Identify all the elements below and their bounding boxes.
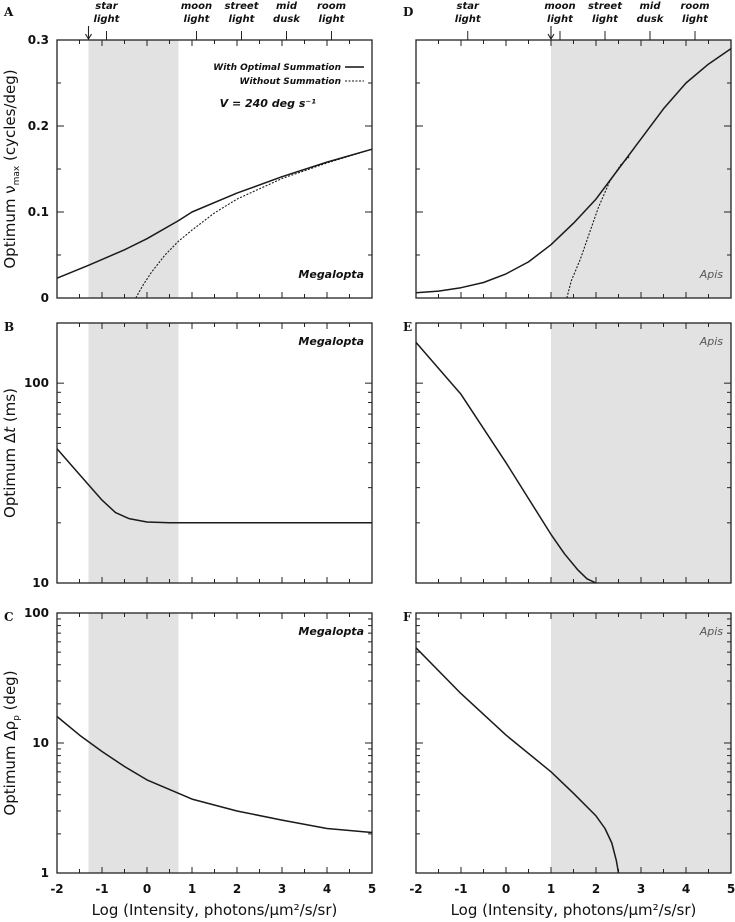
light-level-label: light [319,14,346,25]
panel-a: 0 0.1 0.2 0.3 A Megalopta star light moon light st… [1,1,373,305]
panel-c: 1 10 100 C Megalopta Optimum Δρp (deg) -2 -1 0 1 2… [1,606,376,919]
velocity-label: V = 240 deg s⁻¹ [220,97,317,110]
light-level-label: light [229,14,256,25]
panel-letter: F [403,610,412,624]
legend-solid-label: With Optimal Summation [213,63,341,73]
panel-letter: E [403,320,412,334]
plot-frame [56,322,373,584]
shaded-region [551,40,731,298]
x-tick-label: -1 [454,882,467,896]
light-level-label: street [588,1,623,12]
y-axis-label: Optimum Δρp (deg) [1,670,22,815]
x-tick-label: 4 [682,882,690,896]
shaded-region [88,40,179,298]
optimal-summation-line [56,448,372,524]
x-tick-label: 2 [233,882,241,896]
light-level-label: mid [276,1,298,12]
arrow-down-icon [547,26,555,41]
light-level-label: light [184,14,211,25]
plot-frame [415,612,732,874]
x-tick-label: 5 [368,882,376,896]
plot-frame [415,322,732,584]
x-tick-label: 0 [502,882,510,896]
species-label: Apis [699,268,724,281]
plot-frame [56,612,373,874]
light-level-label: light [592,14,619,25]
x-tick-label: 4 [323,882,331,896]
y-tick-label: 10 [32,576,49,590]
x-tick-label: 1 [188,882,196,896]
x-tick-label: 3 [278,882,286,896]
shaded-region [88,613,179,873]
y-tick-label: 100 [24,376,49,390]
x-tick-label: -2 [409,882,422,896]
panel-letter: A [3,5,14,19]
shaded-region [551,323,731,583]
shaded-region [88,323,179,583]
optimal-summation-line [415,341,597,584]
light-level-label: dusk [637,14,665,25]
y-tick-label: 0.1 [28,205,49,219]
y-tick-label: 10 [32,736,49,750]
light-level-label: room [317,1,346,12]
light-level-label: street [224,1,259,12]
light-level-label: light [682,14,709,25]
x-tick-label: 0 [143,882,151,896]
panel-b: 10 100 B Megalopta Optimum Δt (ms) [1,320,373,590]
optimal-summation-line [56,148,373,279]
y-tick-label: 0 [41,291,49,305]
x-tick-label: 5 [727,882,735,896]
y-axis-label: Optimum νmax (cycles/deg) [1,69,22,268]
light-level-label: star [95,1,118,12]
shaded-region [551,613,731,873]
plot-frame [415,39,732,299]
legend-dashed-label: Without Summation [240,77,341,87]
species-label: Megalopta [298,335,364,348]
light-level-label: mid [639,1,661,12]
without-summation-line [566,155,631,299]
light-level-label: light [94,14,121,25]
x-tick-label: 2 [592,882,600,896]
panel-letter: D [403,5,413,19]
light-level-label: dusk [273,14,301,25]
plot-frame [56,39,373,299]
light-level-label: light [547,14,574,25]
species-label: Megalopta [298,268,364,281]
x-axis-label: Log (Intensity, photons/µm²/s/sr) [92,901,338,919]
x-tick-label: 1 [547,882,555,896]
species-label: Megalopta [298,625,364,638]
species-label: Apis [699,625,724,638]
y-tick-label: 1 [41,866,49,880]
x-tick-label: -2 [50,882,63,896]
species-label: Apis [699,335,724,348]
optimal-summation-line [415,47,732,294]
light-level-label: moon [181,1,212,12]
without-summation-line [135,148,373,299]
panel-letter: C [4,610,14,624]
panel-d: D Apis star light moon light street light mid dus… [403,1,732,299]
y-axis-label: Optimum Δt (ms) [1,388,19,518]
y-tick-label: 0.3 [28,33,49,47]
light-level-label: room [680,1,709,12]
y-tick-label: 100 [24,606,49,620]
optimal-summation-line [56,715,373,834]
light-level-label: moon [544,1,575,12]
light-level-label: light [455,14,482,25]
optimal-summation-line [415,647,620,874]
y-tick-label: 0.2 [28,119,49,133]
x-tick-label: -1 [95,882,108,896]
arrow-down-icon [85,26,92,41]
panel-e: E Apis [403,320,732,584]
x-axis-label: Log (Intensity, photons/µm²/s/sr) [451,901,697,919]
x-tick-label: 3 [637,882,645,896]
light-level-label: star [457,1,480,12]
panel-letter: B [4,320,14,334]
panel-f: F Apis -2 -1 0 1 2 3 4 5 Log (Intensity, photons/µ… [403,610,735,919]
